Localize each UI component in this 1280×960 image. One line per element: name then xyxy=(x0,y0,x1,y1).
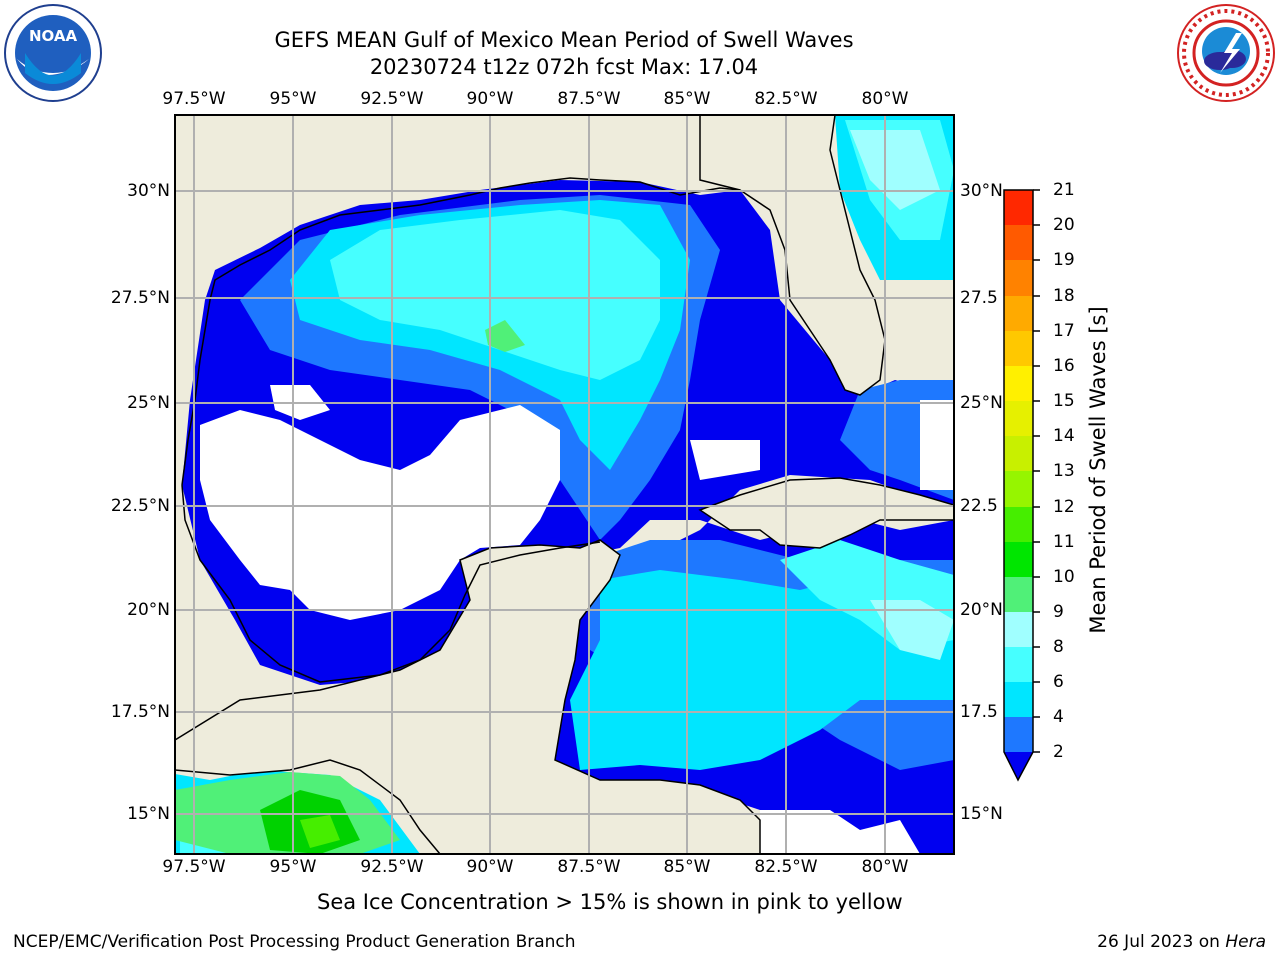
svg-text:NOAA: NOAA xyxy=(29,27,78,45)
colorbar-tick: 2 xyxy=(1053,742,1064,762)
lon-label-top: 97.5°W xyxy=(162,89,226,109)
colorbar-tick: 18 xyxy=(1053,286,1075,306)
lat-label-right: 17.5 xyxy=(960,702,998,722)
lat-label-right: 15°N xyxy=(960,804,1003,824)
lat-label-right: 30°N xyxy=(960,181,1003,201)
no-data-area xyxy=(200,405,560,620)
lon-label-top: 92.5°W xyxy=(360,89,424,109)
footer-date: 26 Jul 2023 on Hera xyxy=(1097,932,1266,952)
lat-label-left: 15°N xyxy=(127,804,170,824)
graticule xyxy=(175,115,954,854)
colorbar-tick: 4 xyxy=(1053,707,1064,727)
map-frame xyxy=(174,114,955,855)
lat-label-right: 25°N xyxy=(960,393,1003,413)
colorbar-tick: 11 xyxy=(1053,532,1075,552)
colorbar-tick: 13 xyxy=(1053,461,1075,481)
lon-label-top: 80°W xyxy=(861,89,909,109)
colorbar-tick: 16 xyxy=(1053,356,1075,376)
colorbar xyxy=(1003,189,1040,782)
colorbar-title: Mean Period of Swell Waves [s] xyxy=(1086,306,1110,634)
colorbar-tick: 15 xyxy=(1053,391,1075,411)
plot-subtitle: 20230724 t12z 072h fcst Max: 17.04 xyxy=(369,55,759,79)
lon-label-bottom: 90°W xyxy=(466,857,514,877)
colorbar-tick: 14 xyxy=(1053,426,1075,446)
footer-date-text: 26 Jul 2023 on xyxy=(1097,932,1226,952)
lat-label-left: 25°N xyxy=(127,393,170,413)
lat-label-left: 20°N xyxy=(127,600,170,620)
noaa-logo: NOAA xyxy=(4,4,102,102)
lon-label-bottom: 97.5°W xyxy=(162,857,226,877)
footer-credit: NCEP/EMC/Verification Post Processing Pr… xyxy=(13,932,576,952)
sea-ice-note-text: Sea Ice Concentration > 15% is shown in … xyxy=(317,890,903,914)
colorbar-tick: 9 xyxy=(1053,602,1064,622)
colorbar-tick: 17 xyxy=(1053,321,1075,341)
lat-label-left: 27.5°N xyxy=(110,288,170,308)
lat-label-left: 17.5°N xyxy=(110,702,170,722)
lon-label-top: 90°W xyxy=(466,89,514,109)
lat-label-left: 30°N xyxy=(127,181,170,201)
gulf-water-light-cyan xyxy=(330,210,660,380)
lat-label-right: 22.5 xyxy=(960,496,998,516)
colorbar-tick: 6 xyxy=(1053,672,1064,692)
cuba-land xyxy=(698,477,954,549)
lon-label-top: 87.5°W xyxy=(557,89,621,109)
lon-label-top: 82.5°W xyxy=(754,89,818,109)
lon-label-bottom: 85°W xyxy=(663,857,711,877)
lon-label-top: 85°W xyxy=(663,89,711,109)
lon-label-bottom: 95°W xyxy=(269,857,317,877)
us-coastline xyxy=(181,177,741,486)
swell-green-patch xyxy=(485,320,525,352)
lon-label-bottom: 80°W xyxy=(861,857,909,877)
nws-logo xyxy=(1177,4,1275,102)
colorbar-tick: 10 xyxy=(1053,567,1075,587)
colorbar-tick: 21 xyxy=(1053,180,1075,200)
lon-label-top: 95°W xyxy=(269,89,317,109)
footer-host: Hera xyxy=(1225,932,1266,952)
lon-label-bottom: 92.5°W xyxy=(360,857,424,877)
lat-label-left: 22.5°N xyxy=(110,496,170,516)
lat-label-right: 27.5 xyxy=(960,288,998,308)
colorbar-tick: 8 xyxy=(1053,637,1064,657)
lon-label-bottom: 82.5°W xyxy=(754,857,818,877)
lon-label-bottom: 87.5°W xyxy=(557,857,621,877)
colorbar-tick: 12 xyxy=(1053,497,1075,517)
lat-label-right: 20°N xyxy=(960,600,1003,620)
yucatan-land xyxy=(175,539,761,854)
plot-title: GEFS MEAN Gulf of Mexico Mean Period of … xyxy=(274,28,854,52)
colorbar-tick: 20 xyxy=(1053,215,1075,235)
colorbar-tick: 19 xyxy=(1053,250,1075,270)
